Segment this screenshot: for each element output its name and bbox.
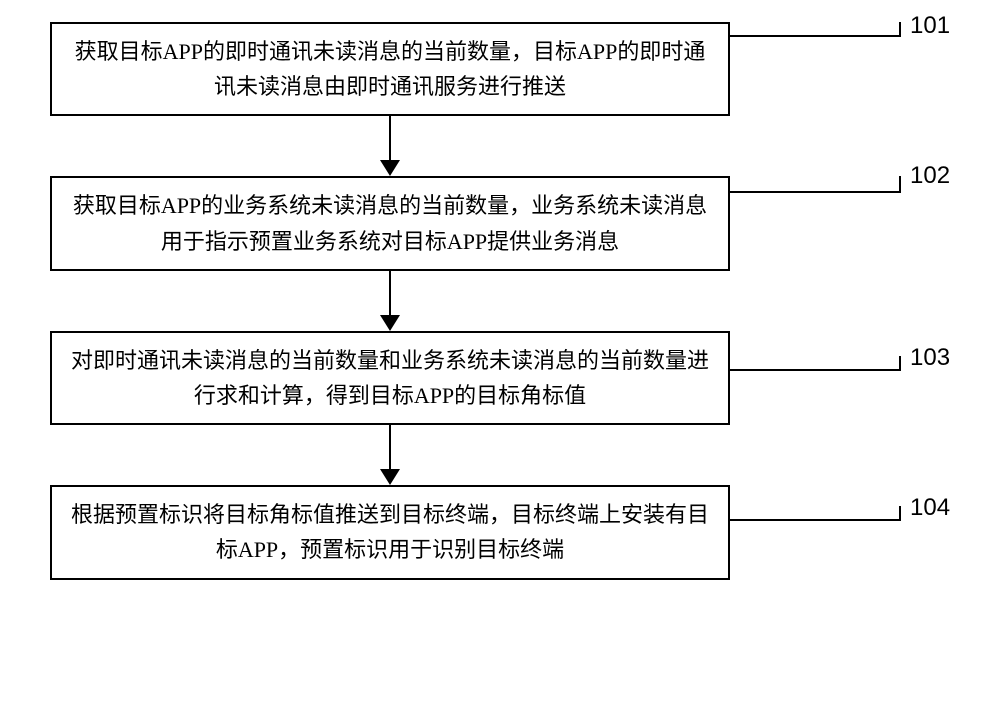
step-text: 获取目标APP的业务系统未读消息的当前数量，业务系统未读消息用于指示预置业务系统… bbox=[73, 193, 707, 253]
label-text: 104 bbox=[910, 494, 950, 521]
step-text: 根据预置标识将目标角标值推送到目标终端，目标终端上安装有目标APP，预置标识用于… bbox=[71, 502, 709, 562]
step-label-103: 103 bbox=[910, 344, 950, 372]
step-text: 获取目标APP的即时通讯未读消息的当前数量，目标APP的即时通讯未读消息由即时通… bbox=[75, 39, 706, 99]
step-text: 对即时通讯未读消息的当前数量和业务系统未读消息的当前数量进行求和计算，得到目标A… bbox=[71, 348, 709, 408]
step-box-101: 获取目标APP的即时通讯未读消息的当前数量，目标APP的即时通讯未读消息由即时通… bbox=[50, 22, 730, 116]
arrow-102-103 bbox=[50, 271, 730, 331]
step-label-101: 101 bbox=[910, 12, 950, 40]
arrow-head-icon bbox=[380, 315, 400, 331]
label-text: 103 bbox=[910, 344, 950, 371]
arrow-shaft bbox=[389, 271, 391, 315]
step-box-104: 根据预置标识将目标角标值推送到目标终端，目标终端上安装有目标APP，预置标识用于… bbox=[50, 485, 730, 579]
arrow-head-icon bbox=[380, 469, 400, 485]
step-label-104: 104 bbox=[910, 494, 950, 522]
arrow-head-icon bbox=[380, 160, 400, 176]
step-label-102: 102 bbox=[910, 162, 950, 190]
label-text: 101 bbox=[910, 12, 950, 39]
arrow-103-104 bbox=[50, 425, 730, 485]
arrow-shaft bbox=[389, 116, 391, 160]
arrow-shaft bbox=[389, 425, 391, 469]
step-box-102: 获取目标APP的业务系统未读消息的当前数量，业务系统未读消息用于指示预置业务系统… bbox=[50, 176, 730, 270]
label-text: 102 bbox=[910, 162, 950, 189]
arrow-101-102 bbox=[50, 116, 730, 176]
flowchart-container: 获取目标APP的即时通讯未读消息的当前数量，目标APP的即时通讯未读消息由即时通… bbox=[50, 22, 950, 580]
step-box-103: 对即时通讯未读消息的当前数量和业务系统未读消息的当前数量进行求和计算，得到目标A… bbox=[50, 331, 730, 425]
